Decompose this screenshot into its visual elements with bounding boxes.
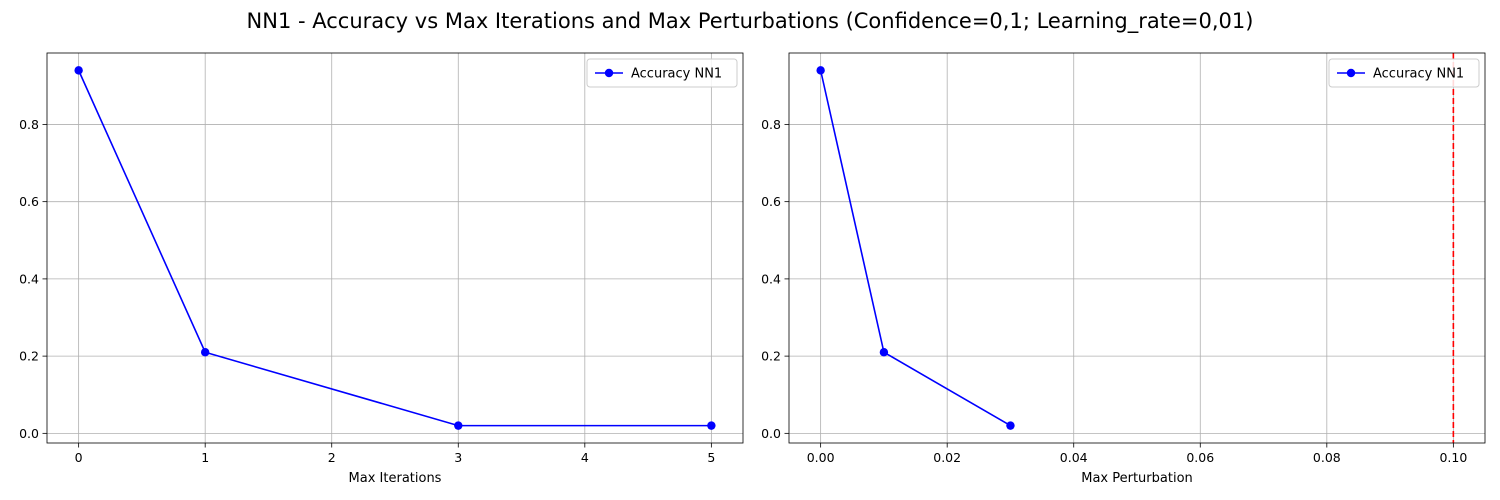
data-point (74, 66, 83, 75)
y-tick-label: 0.2 (761, 349, 781, 364)
axes-frame (788, 52, 1486, 444)
x-tick-label: 3 (454, 450, 462, 465)
x-tick-label: 0.06 (1186, 450, 1214, 465)
panel-accuracy-vs-max-perturbation: 0.00 0.02 0.04 0.06 0.08 0.10 0.0 0.2 0.4 0.6 0.8 M… (761, 52, 1486, 486)
y-tick-label: 0.0 (761, 426, 781, 441)
x-tick-label: 0 (75, 450, 83, 465)
legend-label: Accuracy NN1 (631, 67, 722, 82)
y-tick-label: 0.6 (19, 194, 39, 209)
data-point (816, 66, 825, 75)
x-tick-label: 2 (328, 450, 336, 465)
x-tick-label: 0.00 (807, 450, 835, 465)
data-point (200, 348, 210, 357)
legend-label: Accuracy NN1 (1373, 67, 1464, 82)
data-point (454, 421, 463, 430)
x-tick-label: 0.10 (1439, 450, 1467, 465)
legend-marker-swatch (604, 68, 614, 78)
legend-box (1328, 58, 1480, 88)
x-tick-label: 0.02 (933, 450, 961, 465)
data-point (707, 421, 716, 430)
y-tick-label: 0.6 (761, 194, 781, 209)
legend: Accuracy NN1 (586, 58, 738, 88)
axes-frame (46, 52, 744, 444)
x-axis-label: Max Iterations (349, 471, 442, 486)
x-tick-label: 0.04 (1060, 450, 1088, 465)
legend-marker-swatch (1346, 68, 1356, 78)
y-tick-label: 0.8 (19, 117, 39, 132)
x-axis-label: Max Perturbation (1081, 471, 1193, 486)
figure-title: NN1 - Accuracy vs Max Iterations and Max… (247, 9, 1254, 34)
x-tick-label: 5 (707, 450, 715, 465)
x-tick-label: 1 (201, 450, 209, 465)
series-line-accuracy-nn1 (77, 70, 712, 427)
data-point (1006, 421, 1015, 430)
y-tick-label: 0.4 (761, 271, 781, 286)
y-tick-label: 0.0 (19, 426, 39, 441)
data-point (879, 348, 889, 357)
y-tick-label: 0.8 (761, 117, 781, 132)
y-tick-label: 0.2 (19, 349, 39, 364)
y-tick-label: 0.4 (19, 271, 39, 286)
legend-box (586, 58, 738, 88)
x-tick-label: 4 (581, 450, 589, 465)
x-tick-label: 0.08 (1313, 450, 1341, 465)
panel-accuracy-vs-max-iterations: 0 1 2 3 4 5 0.0 0.2 0.4 0.6 0.8 Max Iterations Accur… (19, 52, 744, 486)
legend: Accuracy NN1 (1328, 58, 1480, 88)
